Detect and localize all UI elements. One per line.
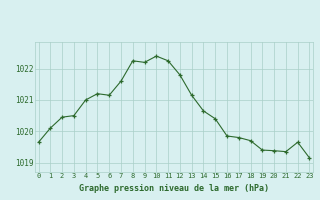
X-axis label: Graphe pression niveau de la mer (hPa): Graphe pression niveau de la mer (hPa) bbox=[79, 184, 269, 193]
